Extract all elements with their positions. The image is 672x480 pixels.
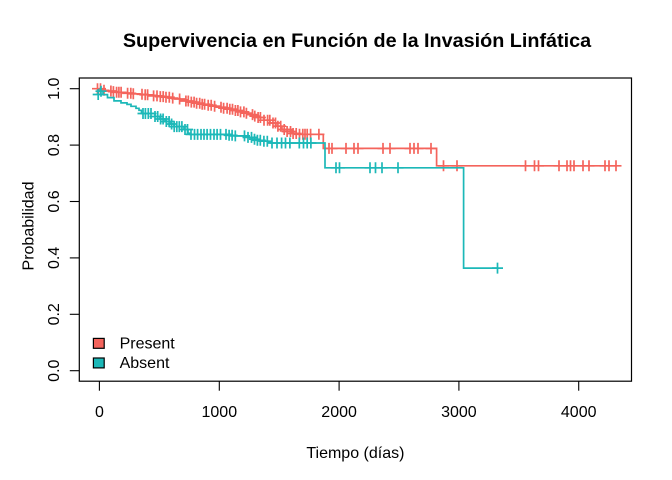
svg-text:0.6: 0.6 (46, 190, 63, 212)
svg-text:3000: 3000 (441, 404, 477, 421)
svg-text:1000: 1000 (202, 404, 238, 421)
svg-text:0.4: 0.4 (46, 247, 63, 269)
svg-text:0.8: 0.8 (46, 134, 63, 156)
svg-text:Absent: Absent (120, 355, 170, 372)
svg-text:Probabilidad: Probabilidad (21, 182, 38, 271)
svg-text:1.0: 1.0 (46, 77, 63, 99)
svg-text:0.2: 0.2 (46, 303, 63, 325)
svg-text:0: 0 (95, 404, 104, 421)
svg-text:Tiempo (días): Tiempo (días) (306, 445, 404, 462)
svg-text:Supervivencia en Función de la: Supervivencia en Función de la Invasión … (123, 30, 592, 52)
svg-text:4000: 4000 (561, 404, 597, 421)
svg-text:0.0: 0.0 (46, 359, 63, 381)
svg-text:Present: Present (120, 336, 176, 353)
svg-text:2000: 2000 (321, 404, 357, 421)
